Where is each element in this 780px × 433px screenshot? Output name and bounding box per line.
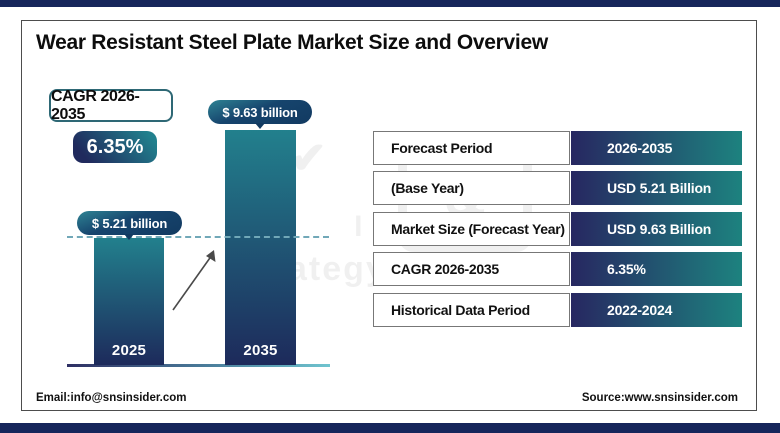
table-row-value: 2026-2035 xyxy=(571,131,742,165)
value-bubble-2035: $ 9.63 billion xyxy=(208,100,312,124)
bar-2025: 2025 xyxy=(94,238,164,365)
growth-arrow-icon xyxy=(172,250,216,311)
page-title: Wear Resistant Steel Plate Market Size a… xyxy=(36,31,548,54)
bottom-accent-bar xyxy=(0,423,780,433)
table-row-value: 2022-2024 xyxy=(571,293,742,327)
table-row-value: 6.35% xyxy=(571,252,742,286)
reference-dashed-line xyxy=(67,236,329,238)
table-row-label: Historical Data Period xyxy=(373,293,570,327)
cagr-label-badge: CAGR 2026-2035 xyxy=(49,88,173,123)
x-axis-baseline xyxy=(67,364,330,367)
watermark-check-icon: ✔ xyxy=(290,134,327,183)
table-row-value: USD 5.21 Billion xyxy=(571,171,742,205)
table-row-label: Market Size (Forecast Year) xyxy=(373,212,570,246)
table-row-label: Forecast Period xyxy=(373,131,570,165)
footer-email: Email:info@snsinsider.com xyxy=(36,392,187,404)
value-bubble-2035-pointer xyxy=(255,123,265,129)
footer-source: Source:www.snsinsider.com xyxy=(581,392,738,404)
bar-2025-label: 2025 xyxy=(111,342,147,359)
top-accent-bar xyxy=(0,0,780,7)
value-bubble-2025-pointer xyxy=(124,234,134,240)
table-row-label: (Base Year) xyxy=(373,171,570,205)
bar-2035-label: 2035 xyxy=(243,342,278,359)
table-row-value: USD 9.63 Billion xyxy=(571,212,742,246)
table-row-label: CAGR 2026-2035 xyxy=(373,252,570,286)
cagr-value-badge: 6.35% xyxy=(73,131,157,163)
bar-2035: 2035 xyxy=(225,130,296,365)
value-bubble-2025: $ 5.21 billion xyxy=(77,211,182,235)
